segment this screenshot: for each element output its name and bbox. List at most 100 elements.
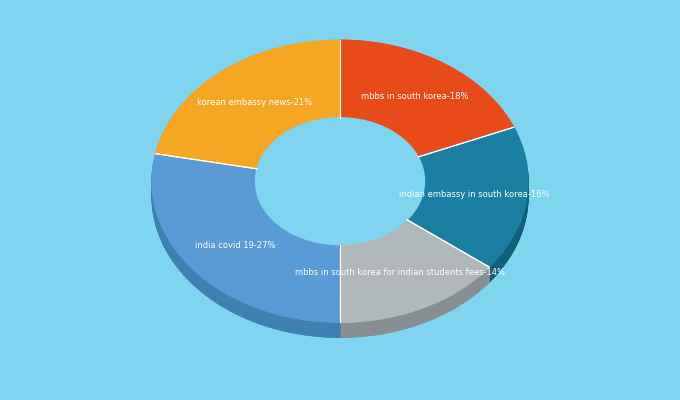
Polygon shape xyxy=(446,297,447,312)
Polygon shape xyxy=(320,243,322,258)
Polygon shape xyxy=(326,244,328,259)
Polygon shape xyxy=(244,302,247,319)
Polygon shape xyxy=(460,289,462,304)
Polygon shape xyxy=(501,252,503,268)
Polygon shape xyxy=(342,244,343,260)
Polygon shape xyxy=(356,322,358,337)
Polygon shape xyxy=(339,244,340,260)
Polygon shape xyxy=(296,318,300,334)
Polygon shape xyxy=(367,241,368,256)
Polygon shape xyxy=(482,272,483,288)
Polygon shape xyxy=(322,243,324,258)
Polygon shape xyxy=(152,154,340,322)
Polygon shape xyxy=(392,316,393,332)
Polygon shape xyxy=(388,317,390,332)
Text: indian embassy in south korea-16%: indian embassy in south korea-16% xyxy=(399,190,549,199)
Text: india covid 19-27%: india covid 19-27% xyxy=(195,241,275,250)
Polygon shape xyxy=(398,315,400,330)
Polygon shape xyxy=(352,322,354,337)
Polygon shape xyxy=(403,314,405,329)
Polygon shape xyxy=(498,256,499,272)
Polygon shape xyxy=(441,300,442,315)
Polygon shape xyxy=(499,255,500,271)
Polygon shape xyxy=(172,244,173,262)
Polygon shape xyxy=(302,238,303,254)
Polygon shape xyxy=(421,308,422,324)
Polygon shape xyxy=(474,279,475,295)
Polygon shape xyxy=(303,319,307,335)
Polygon shape xyxy=(409,312,411,327)
Polygon shape xyxy=(455,292,456,308)
Polygon shape xyxy=(175,249,177,266)
Polygon shape xyxy=(165,233,167,250)
Polygon shape xyxy=(306,239,307,255)
Polygon shape xyxy=(371,240,372,255)
Polygon shape xyxy=(287,230,288,246)
Polygon shape xyxy=(468,284,469,299)
Polygon shape xyxy=(447,296,449,312)
Polygon shape xyxy=(358,243,360,258)
Polygon shape xyxy=(509,242,510,258)
Polygon shape xyxy=(152,154,340,322)
Polygon shape xyxy=(433,303,435,319)
Polygon shape xyxy=(277,314,281,330)
Polygon shape xyxy=(307,240,309,255)
Polygon shape xyxy=(480,274,481,290)
Polygon shape xyxy=(459,290,460,305)
Polygon shape xyxy=(364,242,365,257)
Polygon shape xyxy=(411,311,413,327)
Polygon shape xyxy=(156,55,340,184)
Polygon shape xyxy=(363,242,364,257)
Polygon shape xyxy=(173,246,175,264)
Polygon shape xyxy=(230,296,233,312)
Polygon shape xyxy=(315,242,316,257)
Polygon shape xyxy=(274,221,275,237)
Polygon shape xyxy=(430,304,432,320)
Polygon shape xyxy=(396,315,398,330)
Polygon shape xyxy=(340,220,489,322)
Polygon shape xyxy=(469,282,471,298)
Polygon shape xyxy=(182,257,184,274)
Polygon shape xyxy=(313,321,317,336)
Polygon shape xyxy=(508,243,509,259)
Polygon shape xyxy=(227,294,230,310)
Polygon shape xyxy=(481,273,482,289)
Polygon shape xyxy=(353,244,354,259)
Polygon shape xyxy=(506,246,507,262)
Polygon shape xyxy=(259,308,262,324)
Polygon shape xyxy=(169,240,171,257)
Polygon shape xyxy=(487,268,488,284)
Polygon shape xyxy=(407,127,528,267)
Polygon shape xyxy=(369,240,370,256)
Polygon shape xyxy=(426,306,427,322)
Polygon shape xyxy=(381,236,382,252)
Polygon shape xyxy=(278,224,279,240)
Polygon shape xyxy=(312,241,313,256)
Polygon shape xyxy=(464,286,465,302)
Polygon shape xyxy=(318,242,319,258)
Polygon shape xyxy=(368,320,369,336)
Polygon shape xyxy=(400,314,401,330)
Polygon shape xyxy=(350,322,352,337)
Polygon shape xyxy=(376,319,378,334)
Polygon shape xyxy=(435,302,436,318)
Polygon shape xyxy=(297,236,298,251)
Polygon shape xyxy=(377,238,379,253)
Polygon shape xyxy=(507,244,508,261)
Polygon shape xyxy=(192,268,194,285)
Polygon shape xyxy=(375,238,376,254)
Polygon shape xyxy=(355,244,356,259)
Polygon shape xyxy=(374,239,375,254)
Polygon shape xyxy=(368,241,369,256)
Polygon shape xyxy=(462,288,463,304)
Polygon shape xyxy=(340,245,341,260)
Polygon shape xyxy=(422,307,424,323)
Polygon shape xyxy=(512,236,513,252)
Polygon shape xyxy=(296,235,297,251)
Polygon shape xyxy=(452,294,454,309)
Polygon shape xyxy=(416,310,418,325)
Polygon shape xyxy=(510,240,511,257)
Polygon shape xyxy=(317,321,320,336)
Polygon shape xyxy=(471,282,472,298)
Polygon shape xyxy=(445,297,446,313)
